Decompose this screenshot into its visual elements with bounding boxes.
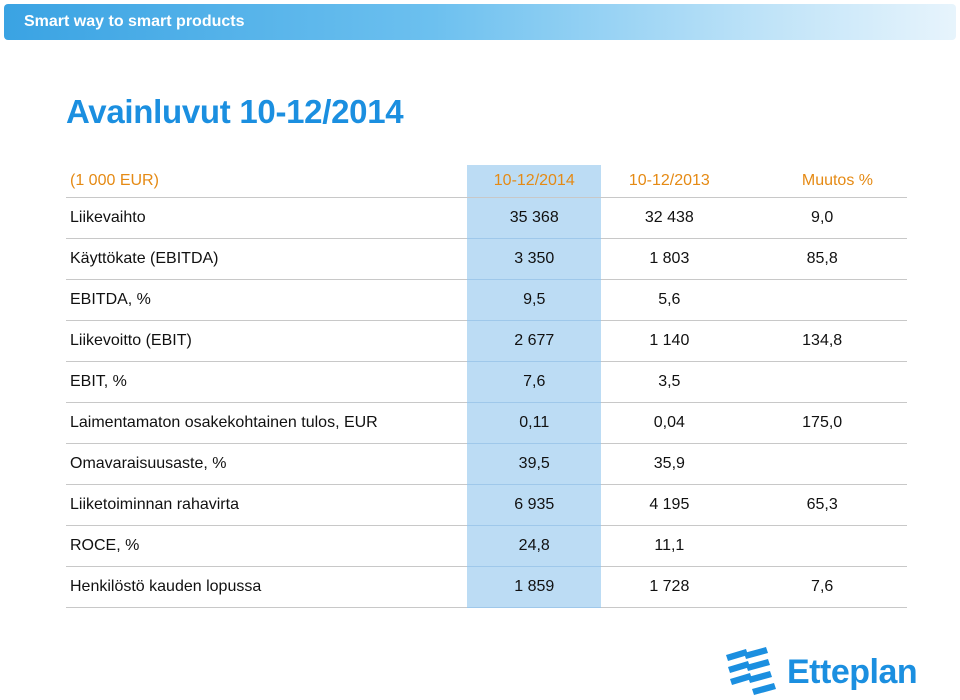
header-previous-period: 10-12/2013 [601, 165, 738, 198]
change-value: 134,8 [737, 320, 907, 362]
current-value: 6 935 [467, 484, 602, 526]
company-logo: Etteplan [722, 645, 932, 697]
table-row: Liikevoitto (EBIT) 2 677 1 140 134,8 [66, 320, 907, 362]
change-value [737, 279, 907, 321]
banner-slogan: Smart way to smart products [24, 13, 245, 30]
previous-value: 0,04 [601, 402, 738, 444]
current-value: 9,5 [467, 279, 602, 321]
previous-value: 5,6 [601, 279, 738, 321]
change-value [737, 443, 907, 485]
table-row: ROCE, % 24,8 11,1 [66, 525, 907, 567]
previous-value: 1 140 [601, 320, 738, 362]
page-title: Avainluvut 10-12/2014 [66, 93, 404, 130]
row-label: Käyttökate (EBITDA) [66, 238, 468, 280]
row-label: Laimentamaton osakekohtainen tulos, EUR [66, 402, 468, 444]
change-value: 85,8 [737, 238, 907, 280]
table-row: Käyttökate (EBITDA) 3 350 1 803 85,8 [66, 238, 907, 280]
table-row: Liikevaihto 35 368 32 438 9,0 [66, 197, 907, 239]
table-row: Laimentamaton osakekohtainen tulos, EUR … [66, 402, 907, 444]
header-current-period: 10-12/2014 [467, 165, 602, 198]
previous-value: 32 438 [601, 197, 738, 239]
current-value: 2 677 [467, 320, 602, 362]
change-value: 175,0 [737, 402, 907, 444]
current-value: 0,11 [467, 402, 602, 444]
previous-value: 3,5 [601, 361, 738, 403]
change-value: 9,0 [737, 197, 907, 239]
row-label: Henkilöstö kauden lopussa [66, 566, 468, 608]
current-value: 24,8 [467, 525, 602, 567]
change-value: 7,6 [737, 566, 907, 608]
table-row: Henkilöstö kauden lopussa 1 859 1 728 7,… [66, 566, 907, 608]
change-value: 65,3 [737, 484, 907, 526]
change-value [737, 525, 907, 567]
row-label: EBITDA, % [66, 279, 468, 321]
etteplan-logo-icon [726, 647, 776, 695]
previous-value: 1 803 [601, 238, 738, 280]
row-label: Liiketoiminnan rahavirta [66, 484, 468, 526]
top-banner: Smart way to smart products [4, 4, 956, 40]
previous-value: 1 728 [601, 566, 738, 608]
row-label: EBIT, % [66, 361, 468, 403]
table-row: EBITDA, % 9,5 5,6 [66, 279, 907, 321]
change-value [737, 361, 907, 403]
logo-wordmark: Etteplan [787, 653, 918, 691]
row-label: Omavaraisuusaste, % [66, 443, 468, 485]
current-value: 7,6 [467, 361, 602, 403]
row-label: Liikevoitto (EBIT) [66, 320, 468, 362]
table-row: Omavaraisuusaste, % 39,5 35,9 [66, 443, 907, 485]
header-change-percent: Muutos % [737, 165, 907, 198]
current-value: 39,5 [467, 443, 602, 485]
previous-value: 11,1 [601, 525, 738, 567]
previous-value: 4 195 [601, 484, 738, 526]
header-unit: (1 000 EUR) [66, 165, 468, 198]
row-label: Liikevaihto [66, 197, 468, 239]
previous-value: 35,9 [601, 443, 738, 485]
current-value: 35 368 [467, 197, 602, 239]
row-label: ROCE, % [66, 525, 468, 567]
table-row: Liiketoiminnan rahavirta 6 935 4 195 65,… [66, 484, 907, 526]
key-figures-table: (1 000 EUR) 10-12/2014 10-12/2013 Muutos… [66, 165, 907, 608]
table-row: EBIT, % 7,6 3,5 [66, 361, 907, 403]
current-value: 1 859 [467, 566, 602, 608]
current-value: 3 350 [467, 238, 602, 280]
table-header-row: (1 000 EUR) 10-12/2014 10-12/2013 Muutos… [66, 165, 907, 198]
